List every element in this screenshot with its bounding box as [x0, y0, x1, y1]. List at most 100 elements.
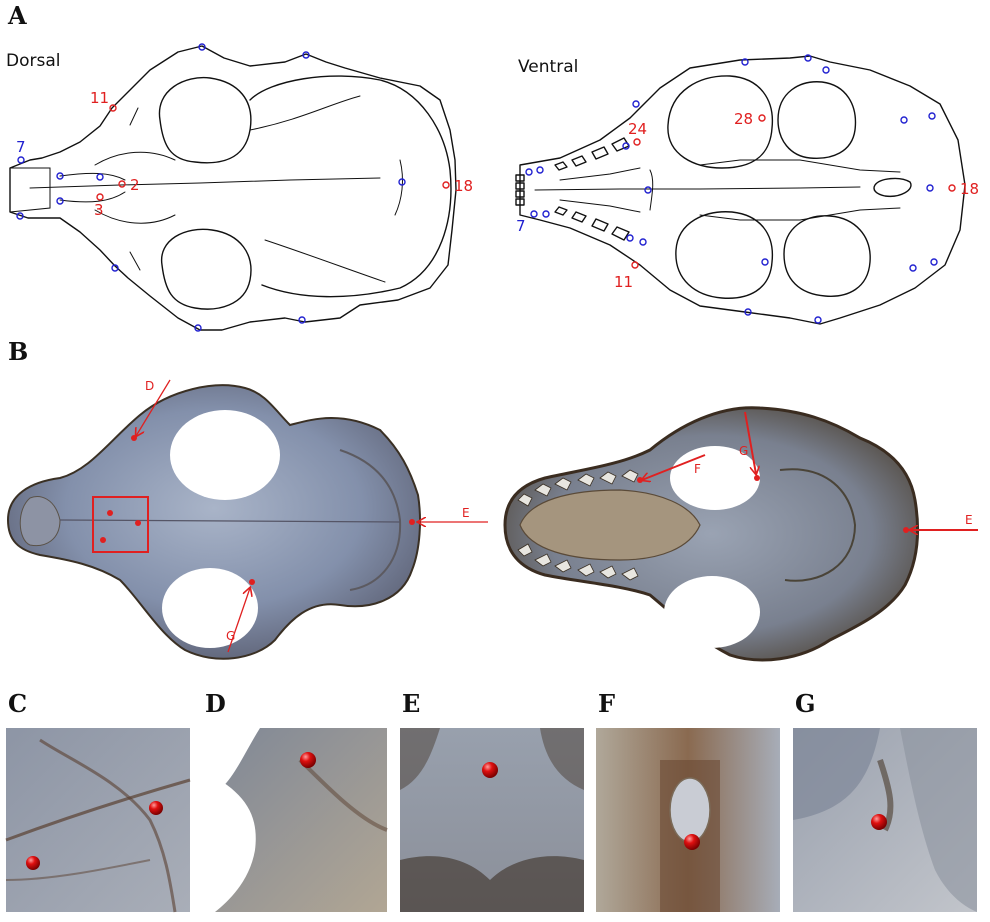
orbit-hole: [162, 568, 258, 648]
ventral-landmark-blue-marker: [639, 238, 647, 246]
landmark-point: [100, 537, 106, 543]
panel-letter-e: E: [402, 689, 420, 718]
panel-letter-g: G: [795, 689, 816, 718]
ventral-landmark-blue-marker: [741, 58, 749, 66]
ventral-landmark-blue-marker: [928, 112, 936, 120]
arrow-d: [136, 379, 171, 436]
detail-image-e: [400, 728, 584, 912]
arrow-g-ventral: [744, 411, 756, 474]
dorsal-landmark-blue-marker: [302, 51, 310, 59]
dorsal-landmark-18-marker: [442, 181, 450, 189]
zoom-box-c: [92, 496, 149, 553]
panel-letter-d: D: [205, 689, 226, 718]
dorsal-skull-drawing: [9, 45, 457, 331]
dorsal-landmark-7-marker: [17, 156, 25, 164]
ventral-landmark-blue-marker: [926, 184, 934, 192]
detail-image-g: [793, 728, 977, 912]
ventral-landmark-11-label: 11: [614, 273, 633, 291]
dorsal-landmark-blue-marker: [16, 212, 24, 220]
dorsal-arrows: D E G: [136, 379, 488, 653]
landmark-point: [107, 510, 113, 516]
dorsal-landmark-3-marker: [96, 193, 104, 201]
landmark-ball: [482, 762, 498, 778]
landmark-ball: [26, 856, 40, 870]
ventral-landmark-blue-marker: [525, 168, 533, 176]
ventral-landmark-7-label: 7: [516, 217, 526, 235]
dorsal-landmark-2-marker: [118, 180, 126, 188]
ventral-landmark-blue-marker: [761, 258, 769, 266]
dorsal-landmark-11-label: 11: [90, 89, 109, 107]
arrow-label-g: G: [226, 629, 235, 643]
arrow-label-g-ventral: G: [739, 444, 748, 458]
dorsal-landmark-blue-marker: [198, 43, 206, 51]
arrow-label-f: F: [694, 462, 701, 476]
landmark-ball: [149, 801, 163, 815]
ventral-landmark-28-marker: [758, 114, 766, 122]
ventral-landmark-18-label: 18: [960, 180, 979, 198]
landmark-point: [249, 579, 255, 585]
ventral-landmark-blue-marker: [542, 210, 550, 218]
arrow-g: [227, 588, 250, 653]
dorsal-landmark-11-marker: [109, 104, 117, 112]
orbit-hole: [670, 446, 760, 510]
ventral-landmark-blue-marker: [536, 166, 544, 174]
arrow-f: [642, 454, 706, 480]
ventral-landmark-28-label: 28: [734, 110, 753, 128]
landmark-ball: [684, 834, 700, 850]
dorsal-landmark-7-label: 7: [16, 138, 26, 156]
dorsal-landmark-blue-marker: [96, 173, 104, 181]
dorsal-landmark-blue-marker: [56, 197, 64, 205]
landmark-point: [135, 520, 141, 526]
dorsal-skull-render: [6, 384, 421, 660]
landmark-point: [754, 475, 760, 481]
ventral-landmark-blue-marker: [900, 116, 908, 124]
ventral-landmark-24-label: 24: [628, 120, 647, 138]
panel-letter-b: B: [8, 337, 28, 366]
dorsal-landmark-blue-marker: [298, 316, 306, 324]
ventral-landmark-blue-marker: [626, 234, 634, 242]
ventral-landmark-blue-marker: [804, 54, 812, 62]
landmark-point: [409, 519, 415, 525]
landmark-ball: [300, 752, 316, 768]
ventral-label: Ventral: [518, 57, 578, 77]
panel-letter-a: A: [7, 1, 27, 30]
arrow-label-e: E: [462, 506, 470, 520]
orbit-hole: [170, 410, 280, 500]
dorsal-landmark-2-label: 2: [130, 176, 140, 194]
ventral-landmark-blue-marker: [744, 308, 752, 316]
ventral-landmark-blue-marker: [644, 186, 652, 194]
ventral-landmark-blue-marker: [622, 142, 630, 150]
ventral-skull-drawing: [515, 55, 966, 325]
dorsal-landmark-blue-marker: [194, 324, 202, 332]
ventral-landmark-blue-marker: [632, 100, 640, 108]
dorsal-landmark-blue-marker: [111, 264, 119, 272]
dorsal-landmark-blue-marker: [56, 172, 64, 180]
ventral-landmark-blue-marker: [909, 264, 917, 272]
arrow-label-d: D: [145, 379, 154, 393]
ventral-landmark-blue-marker: [822, 66, 830, 74]
detail-image-c: [5, 728, 191, 913]
dorsal-label: Dorsal: [6, 51, 60, 71]
ventral-arrows: F G E: [642, 411, 978, 530]
ventral-landmark-blue-marker: [930, 258, 938, 266]
orbit-hole: [664, 576, 760, 648]
ventral-landmark-24-marker: [633, 138, 641, 146]
ventral-landmark-blue-marker: [814, 316, 822, 324]
landmark-point: [903, 527, 909, 533]
detail-image-d: [203, 728, 388, 912]
arrow-label-e-ventral: E: [965, 513, 973, 527]
detail-image-f: [596, 728, 780, 912]
ventral-landmarks: 24 28 7 11 18: [516, 54, 979, 324]
ventral-landmark-18-marker: [948, 184, 956, 192]
dorsal-landmark-3-label: 3: [94, 201, 104, 219]
landmark-ball: [871, 814, 887, 830]
dorsal-landmark-blue-marker: [398, 178, 406, 186]
dorsal-landmarks: 11 7 2 3 18: [16, 43, 473, 332]
dorsal-landmark-18-label: 18: [454, 177, 473, 195]
panel-letter-c: C: [8, 689, 27, 718]
ventral-landmark-11-marker: [631, 261, 639, 269]
ventral-skull-render: [503, 406, 920, 662]
panel-letter-f: F: [598, 689, 615, 718]
ventral-landmark-7-marker: [530, 210, 538, 218]
